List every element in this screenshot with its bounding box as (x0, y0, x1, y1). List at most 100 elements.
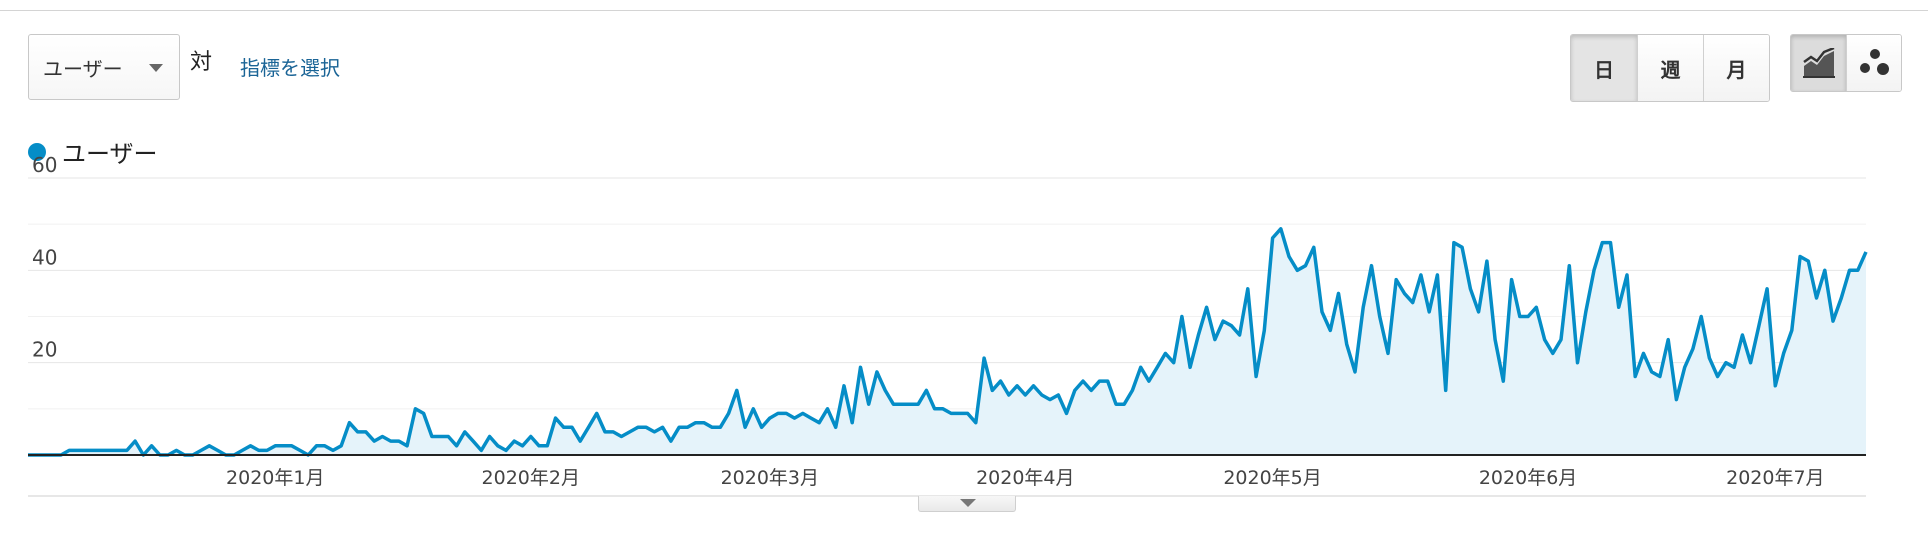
data-point (644, 425, 648, 429)
data-point (1732, 365, 1736, 369)
data-point (834, 425, 838, 429)
data-point (859, 365, 863, 369)
data-point (446, 435, 450, 439)
data-point (529, 435, 533, 439)
data-point (1790, 328, 1794, 332)
data-point (1023, 393, 1027, 397)
data-point (924, 388, 928, 392)
data-point (1576, 361, 1580, 365)
data-point (125, 448, 129, 452)
series-line (28, 227, 1868, 457)
data-point (257, 448, 261, 452)
data-point (900, 402, 904, 406)
data-point (389, 439, 393, 443)
data-point (784, 411, 788, 415)
data-point (1707, 356, 1711, 360)
x-tick-label: 2020年5月 (1223, 467, 1321, 489)
x-tick-label: 2020年2月 (482, 467, 580, 489)
data-point (669, 439, 673, 443)
data-point (933, 407, 937, 411)
data-point (471, 439, 475, 443)
data-point (809, 416, 813, 420)
data-point (1056, 393, 1060, 397)
data-point (1139, 365, 1143, 369)
data-point (1452, 241, 1456, 245)
data-point (908, 402, 912, 406)
data-point (1411, 301, 1415, 305)
data-point (488, 435, 492, 439)
data-point (1518, 315, 1522, 319)
data-point (150, 444, 154, 448)
data-point (1073, 388, 1077, 392)
data-point (743, 425, 747, 429)
data-point (405, 444, 409, 448)
data-point (265, 448, 269, 452)
data-point (776, 411, 780, 415)
data-point (1337, 291, 1341, 295)
data-point (1848, 268, 1852, 272)
data-point (636, 425, 640, 429)
data-point (463, 430, 467, 434)
month-button[interactable]: 月 (1703, 35, 1769, 101)
select-metric-link[interactable]: 指標を選択 (240, 56, 340, 80)
data-point (1815, 296, 1819, 300)
data-point (1864, 250, 1868, 254)
data-point (842, 384, 846, 388)
data-point (216, 448, 220, 452)
x-tick-label: 2020年1月 (226, 467, 324, 489)
metric-dropdown[interactable]: ユーザー (28, 34, 180, 100)
data-point (1435, 273, 1439, 277)
data-point (100, 448, 104, 452)
collapse-chart-tab[interactable] (918, 496, 1016, 512)
data-point (1716, 375, 1720, 379)
week-button[interactable]: 週 (1637, 35, 1703, 101)
data-point (1098, 379, 1102, 383)
data-point (1650, 370, 1654, 374)
data-point (1015, 384, 1019, 388)
x-tick-label: 2020年6月 (1479, 467, 1577, 489)
data-point (949, 411, 953, 415)
data-point (1765, 287, 1769, 291)
data-point (430, 435, 434, 439)
data-point (1287, 255, 1291, 259)
data-point (1238, 333, 1242, 337)
data-point (1040, 393, 1044, 397)
data-point (801, 411, 805, 415)
data-point (290, 444, 294, 448)
data-point (117, 448, 121, 452)
data-point (1130, 388, 1134, 392)
data-point (364, 430, 368, 434)
chevron-down-icon (149, 64, 163, 72)
data-point (1279, 227, 1283, 231)
data-point (1691, 347, 1695, 351)
data-point (1633, 375, 1637, 379)
data-point (521, 444, 525, 448)
period-toggle: 日 週 月 (1570, 34, 1770, 102)
data-point (1089, 388, 1093, 392)
data-point (545, 444, 549, 448)
data-point (1592, 268, 1596, 272)
series-area (28, 228, 1866, 455)
x-tick-label: 2020年7月 (1726, 467, 1824, 489)
data-point (768, 416, 772, 420)
data-point (512, 439, 516, 443)
data-point (413, 407, 417, 411)
data-point (1683, 365, 1687, 369)
data-point (1477, 310, 1481, 314)
metric-dropdown-label: ユーザー (43, 56, 123, 81)
line-chart-button[interactable] (1791, 35, 1846, 91)
data-point (339, 444, 343, 448)
data-point (751, 407, 755, 411)
data-point (282, 444, 286, 448)
data-point (578, 439, 582, 443)
day-button[interactable]: 日 (1571, 35, 1637, 101)
data-point (455, 444, 459, 448)
data-point (1081, 379, 1085, 383)
data-point (1724, 361, 1728, 365)
data-point (1007, 393, 1011, 397)
motion-chart-button[interactable] (1846, 35, 1901, 91)
data-point (1526, 315, 1530, 319)
data-point (1699, 315, 1703, 319)
data-point (1114, 402, 1118, 406)
data-point (207, 444, 211, 448)
